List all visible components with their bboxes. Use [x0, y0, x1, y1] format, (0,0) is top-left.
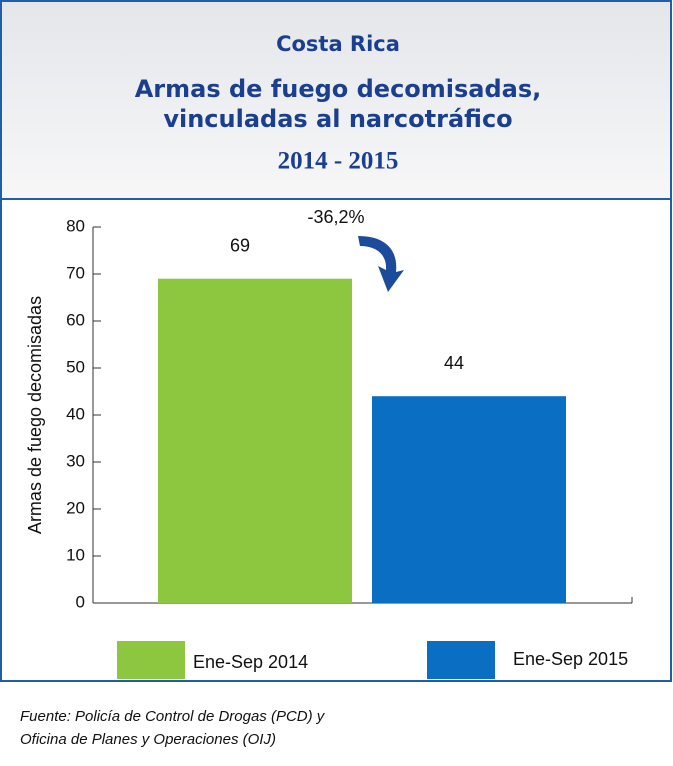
y-tick-label: 30 [66, 451, 85, 470]
y-tick-label: 80 [66, 216, 85, 235]
subtitle: 2014 - 2015 [278, 148, 399, 175]
data-label: 69 [230, 235, 250, 255]
annotation: -36,2% [307, 207, 364, 227]
y-tick-label: 50 [66, 357, 85, 376]
y-tick-label: 60 [66, 310, 85, 329]
title-line: Costa Rica [276, 32, 400, 56]
y-tick-label: 0 [76, 592, 85, 611]
title-line: vinculadas al narcotráfico [163, 105, 512, 133]
legend-label: Ene-Sep 2015 [513, 649, 628, 669]
y-tick-label: 40 [66, 404, 85, 423]
y-tick-label: 70 [66, 263, 85, 282]
legend-swatch [117, 641, 185, 679]
bar [372, 396, 566, 603]
title-line: Armas de fuego decomisadas, [135, 75, 542, 103]
y-axis-label: Armas de fuego decomisadas [25, 296, 45, 534]
legend-label: Ene-Sep 2014 [193, 652, 308, 672]
header-box [0, 0, 672, 200]
data-label: 44 [444, 353, 464, 373]
source-line: Fuente: Policía de Control de Drogas (PC… [20, 708, 326, 725]
arrow [358, 236, 404, 292]
source-line: Oficina de Planes y Operaciones (OIJ) [20, 731, 276, 748]
legend-swatch [427, 641, 495, 679]
bar [158, 278, 352, 603]
y-tick-label: 10 [66, 545, 85, 564]
y-tick-label: 20 [66, 498, 85, 517]
